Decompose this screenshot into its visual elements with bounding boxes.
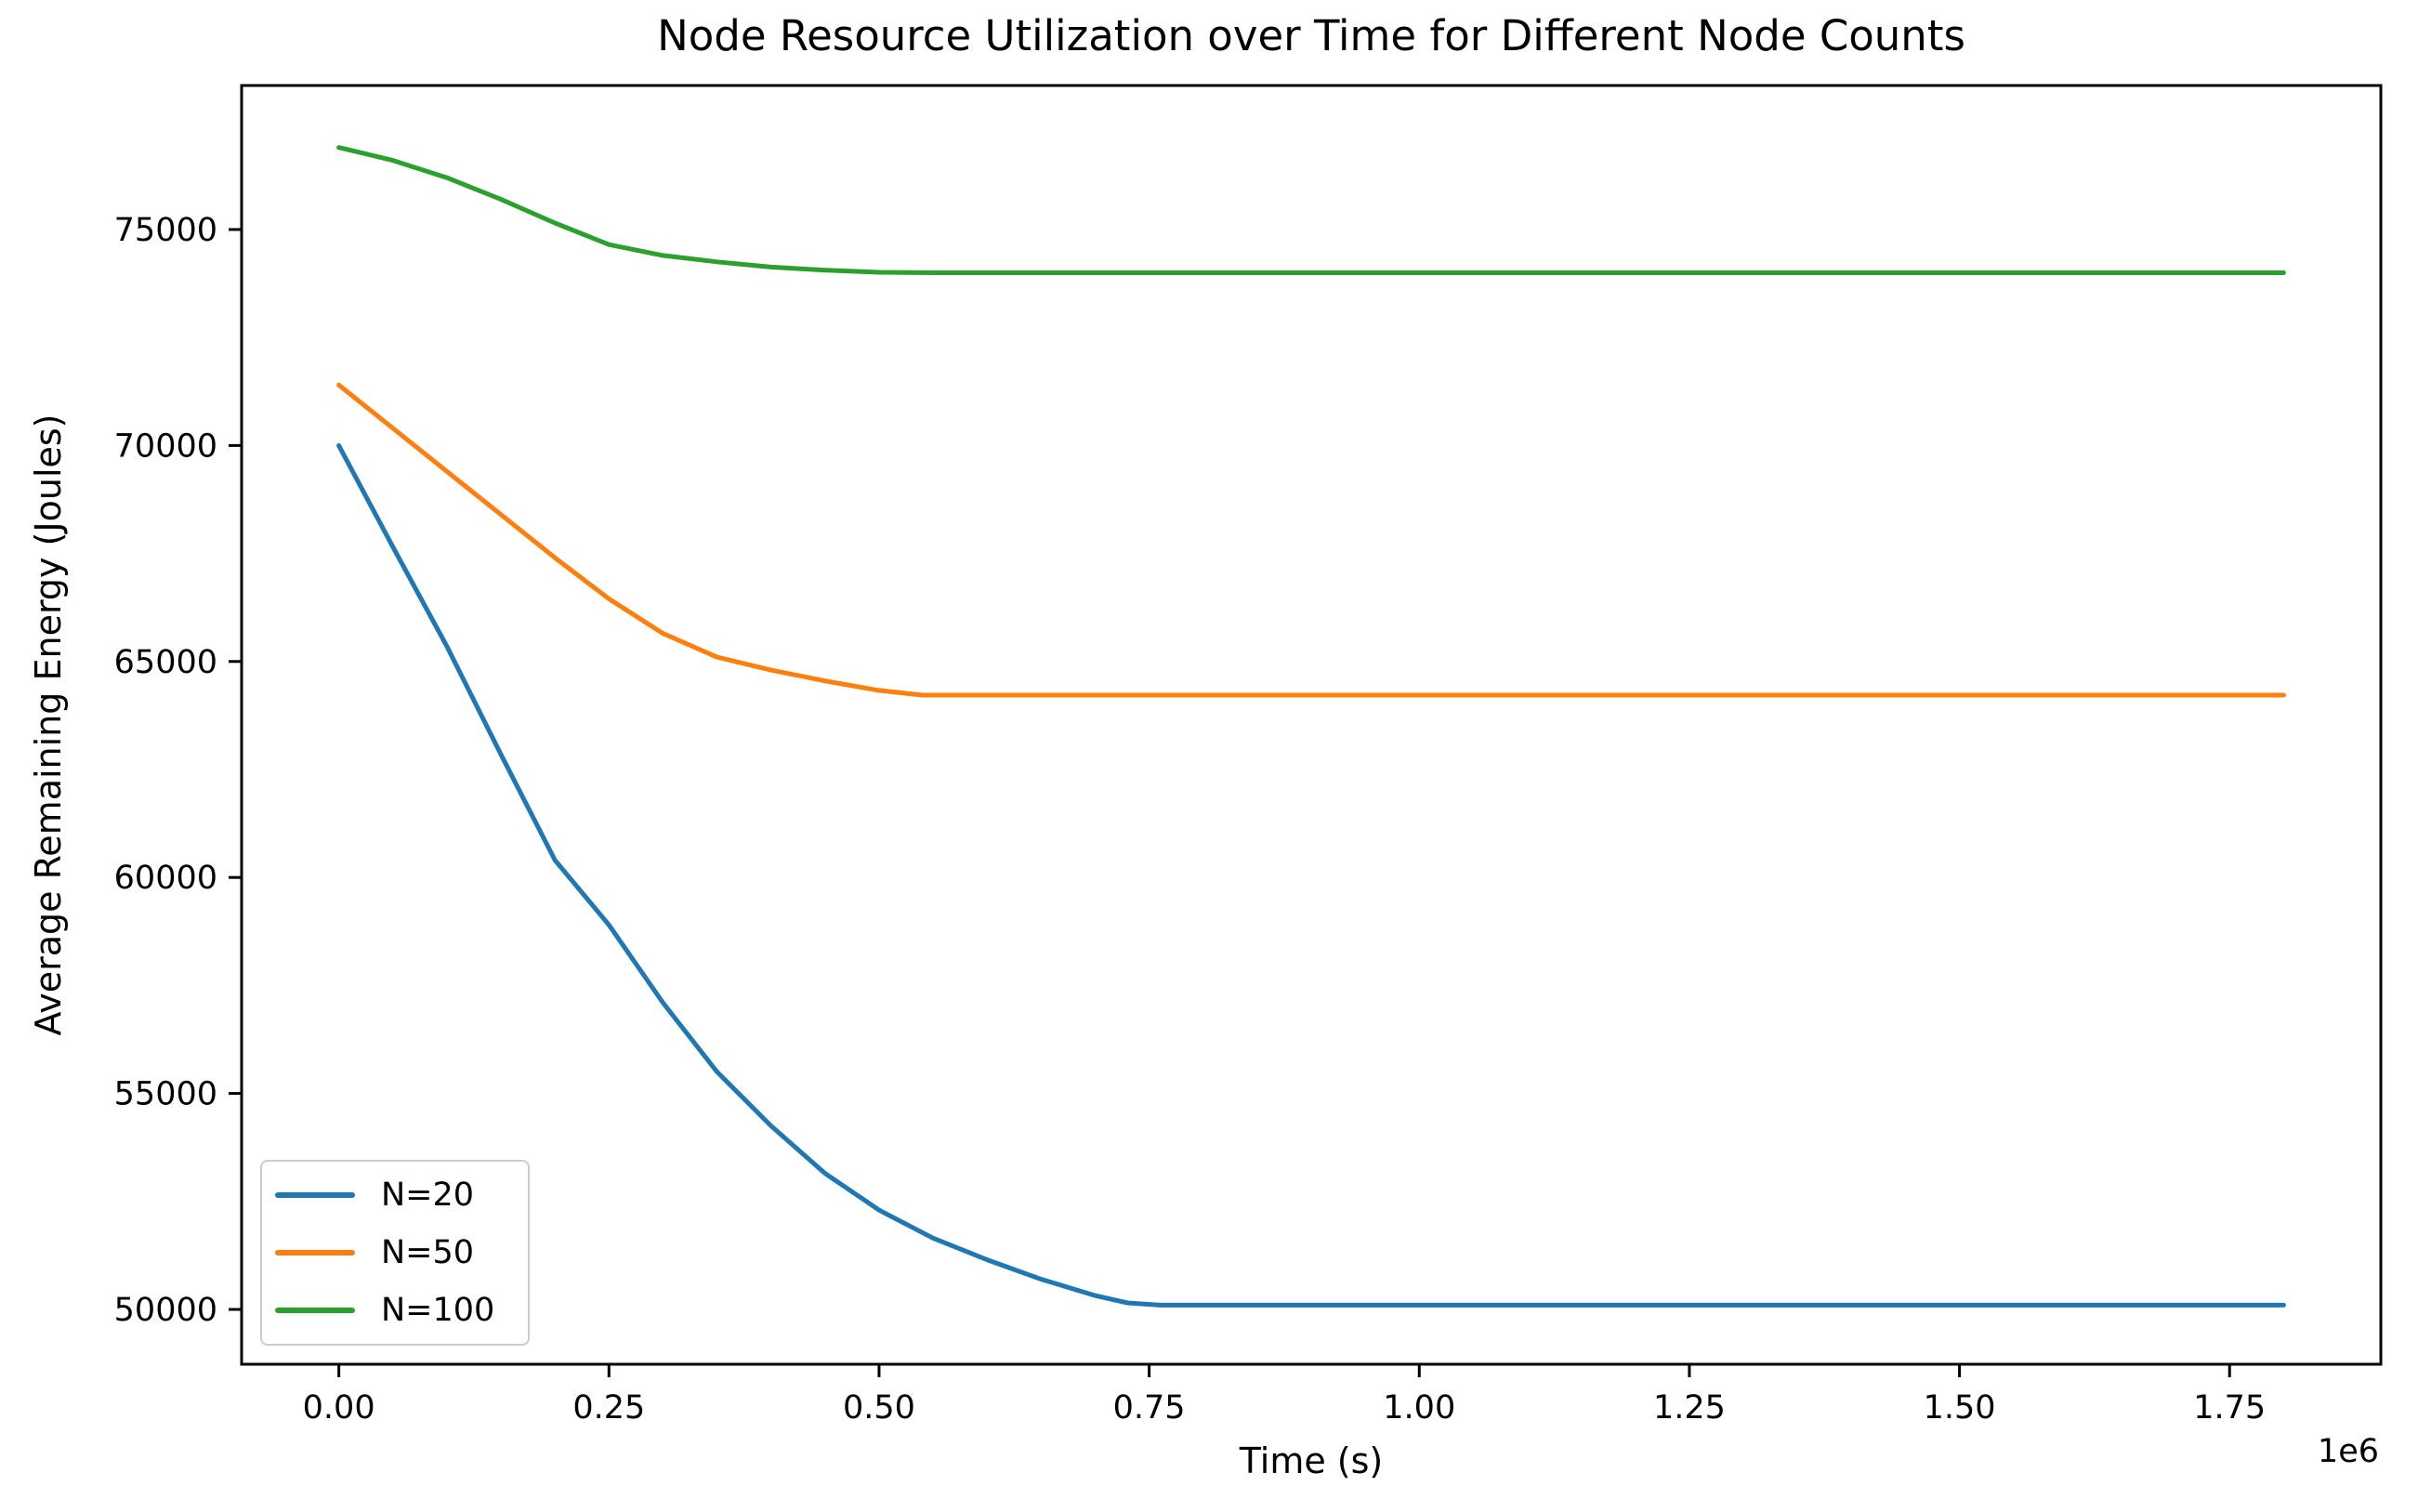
- series-line-n100: [336, 145, 2286, 275]
- x-tick-label: 1.00: [1383, 1389, 1455, 1427]
- chart-title: Node Resource Utilization over Time for …: [657, 11, 1965, 60]
- x-tick-label: 1.50: [1924, 1389, 1996, 1427]
- legend-item: N=20: [275, 1175, 494, 1216]
- y-tick-label: 65000: [114, 644, 217, 681]
- legend-label: N=100: [381, 1292, 495, 1329]
- legend-item: N=50: [275, 1232, 494, 1273]
- legend-line-swatch: [275, 1192, 355, 1198]
- x-axis-label: Time (s): [1239, 1440, 1384, 1481]
- x-axis-offset-label: 1e6: [2317, 1433, 2379, 1470]
- x-tick-label: 1.25: [1653, 1389, 1726, 1427]
- x-tick-label: 1.75: [2193, 1389, 2266, 1427]
- legend-label: N=50: [381, 1234, 475, 1271]
- legend-item: N=100: [275, 1290, 494, 1331]
- legend: N=20 N=50 N=100: [260, 1160, 531, 1346]
- x-tick-label: 0.75: [1113, 1389, 1186, 1427]
- y-tick-label: 50000: [114, 1292, 217, 1329]
- y-tick-label: 70000: [114, 427, 217, 465]
- legend-line-swatch: [275, 1250, 355, 1256]
- y-tick-label: 60000: [114, 860, 217, 897]
- legend-label: N=20: [381, 1177, 475, 1214]
- series-line-n50: [336, 382, 2286, 698]
- y-tick-label: 75000: [114, 212, 217, 249]
- x-tick-label: 0.00: [303, 1389, 375, 1427]
- plot-frame: [240, 84, 2383, 1366]
- x-tick-label: 0.50: [843, 1389, 915, 1427]
- series-line-n20: [336, 442, 2286, 1308]
- legend-line-swatch: [275, 1308, 355, 1313]
- y-tick-label: 55000: [114, 1076, 217, 1113]
- x-tick-label: 0.25: [572, 1389, 645, 1427]
